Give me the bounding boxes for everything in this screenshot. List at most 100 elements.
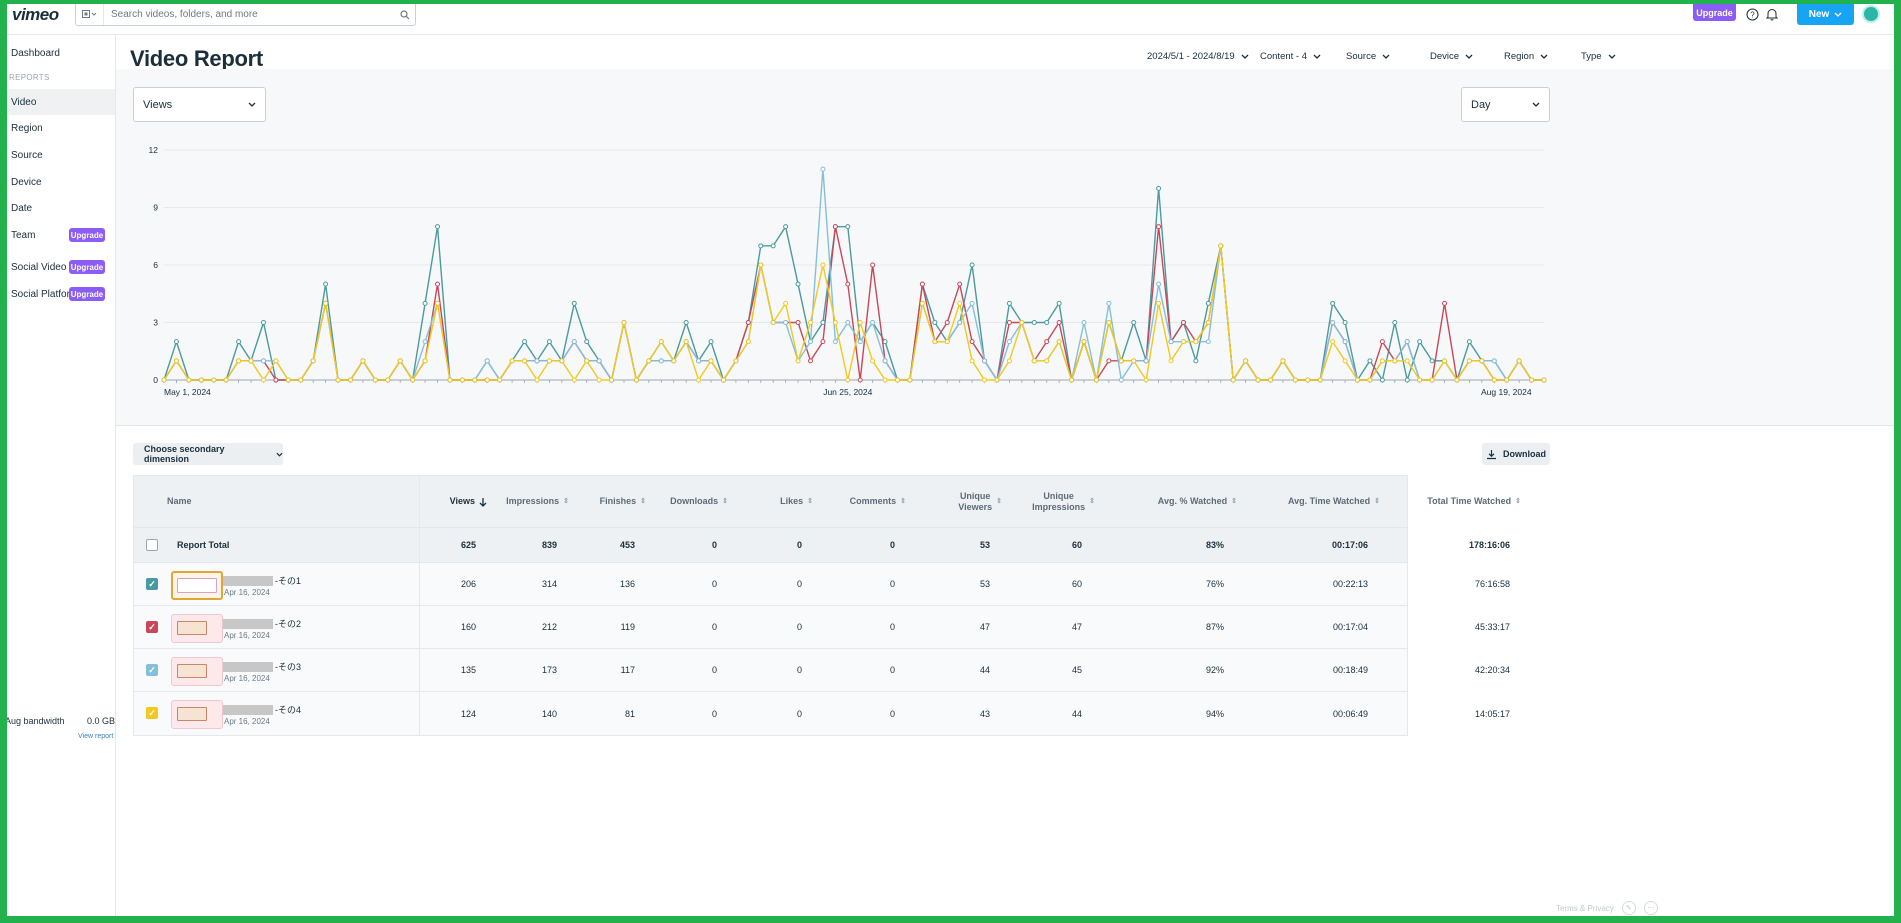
series-4-point[interactable]	[571, 377, 577, 383]
series-2-point[interactable]	[845, 281, 851, 287]
series-4-point[interactable]	[820, 262, 826, 268]
series-2-point[interactable]	[957, 281, 963, 287]
series-1-point[interactable]	[260, 320, 266, 325]
series-4-point[interactable]	[1044, 358, 1050, 364]
series-4-point[interactable]	[621, 320, 627, 325]
new-button[interactable]: New	[1797, 4, 1854, 25]
series-4-point[interactable]	[1255, 377, 1261, 383]
series-1-point[interactable]	[683, 320, 689, 325]
series-1-point[interactable]	[783, 224, 789, 230]
table-row[interactable]: ✓ -その3 Apr 16, 2024 135 173 117 0 0 0 44 45 92% 00:1…	[134, 649, 1510, 692]
series-4-point[interactable]	[1317, 377, 1323, 383]
series-4-point[interactable]	[1218, 243, 1224, 249]
series-3-point[interactable]	[422, 339, 428, 345]
series-1-point[interactable]	[932, 320, 938, 325]
series-4-point[interactable]	[248, 358, 254, 364]
series-4-point[interactable]	[708, 358, 714, 364]
upgrade-badge[interactable]: Upgrade	[69, 260, 105, 274]
series-2-point[interactable]	[1156, 224, 1162, 230]
col-header-unique-impressions[interactable]: Unique Impressions ⇕	[1002, 476, 1095, 527]
series-1-point[interactable]	[845, 224, 851, 230]
upgrade-badge[interactable]: Upgrade	[69, 228, 105, 242]
filter-device[interactable]: Device	[1430, 51, 1473, 62]
series-2-point[interactable]	[1106, 358, 1112, 364]
vimeo-logo[interactable]: vimeo	[12, 5, 59, 24]
series-4-point[interactable]	[658, 339, 664, 345]
series-4-point[interactable]	[1367, 377, 1373, 383]
avatar[interactable]	[1862, 5, 1880, 23]
series-3-point[interactable]	[534, 358, 540, 364]
series-1-point[interactable]	[173, 339, 179, 345]
series-4-point[interactable]	[1193, 339, 1199, 345]
series-1-point[interactable]	[1044, 320, 1050, 325]
view-report-link[interactable]: View report	[78, 733, 114, 740]
series-2-point[interactable]	[807, 358, 813, 364]
series-4-point[interactable]	[1131, 358, 1137, 364]
series-1-point[interactable]	[708, 339, 714, 345]
series-1-point[interactable]	[584, 339, 590, 345]
series-4-point[interactable]	[1118, 358, 1124, 364]
series-4-point[interactable]	[745, 339, 751, 345]
series-4-point[interactable]	[1230, 377, 1236, 383]
series-4-point[interactable]	[260, 377, 266, 383]
series-2-point[interactable]	[273, 377, 279, 383]
series-3-point[interactable]	[260, 358, 266, 364]
series-4-point[interactable]	[696, 377, 702, 383]
series-4-point[interactable]	[982, 377, 988, 383]
col-header-impressions[interactable]: Impressions ⇕	[487, 476, 569, 527]
series-4-point[interactable]	[1392, 358, 1398, 364]
series-4-point[interactable]	[285, 377, 291, 383]
series-4-point[interactable]	[273, 358, 279, 364]
series-1-point[interactable]	[1056, 300, 1062, 306]
series-1-point[interactable]	[1392, 320, 1398, 325]
series-4-point[interactable]	[1355, 377, 1361, 383]
col-header-avg-time-watched[interactable]: Avg. Time Watched ⇕	[1237, 476, 1380, 527]
series-4-point[interactable]	[1019, 320, 1025, 325]
series-3-point[interactable]	[820, 166, 826, 172]
series-4-point[interactable]	[919, 300, 925, 306]
series-4-point[interactable]	[783, 300, 789, 306]
row-checkbox[interactable]: ✓	[146, 707, 158, 719]
series-4-point[interactable]	[546, 358, 552, 364]
series-1-point[interactable]	[795, 281, 801, 287]
col-header-likes[interactable]: Likes ⇕	[728, 476, 813, 527]
series-3-point[interactable]	[1491, 358, 1497, 364]
series-4-point[interactable]	[609, 377, 615, 383]
series-4-point[interactable]	[671, 358, 677, 364]
series-4-point[interactable]	[534, 377, 540, 383]
series-4-point[interactable]	[1491, 377, 1497, 383]
sidebar-item-video[interactable]: Video	[7, 89, 115, 115]
series-4-point[interactable]	[459, 377, 465, 383]
series-4-point[interactable]	[957, 300, 963, 306]
video-thumbnail[interactable]	[171, 614, 223, 643]
series-4-point[interactable]	[1342, 358, 1348, 364]
terms-link[interactable]: Terms & Privacy	[1556, 903, 1614, 913]
series-4-point[interactable]	[161, 377, 167, 383]
col-header-avg-pct-watched[interactable]: Avg. % Watched ⇕	[1095, 476, 1237, 527]
series-3-point[interactable]	[658, 358, 664, 364]
series-4-point[interactable]	[298, 377, 304, 383]
series-3-point[interactable]	[1106, 300, 1112, 306]
secondary-dimension-select[interactable]: Choose secondary dimension	[133, 443, 283, 465]
series-4-point[interactable]	[1330, 339, 1336, 345]
series-1-point[interactable]	[969, 262, 975, 268]
series-4-point[interactable]	[807, 320, 813, 325]
series-4-point[interactable]	[497, 377, 503, 383]
series-4-point[interactable]	[1143, 377, 1149, 383]
sidebar-item-region[interactable]: Region	[7, 115, 115, 141]
series-2-point[interactable]	[919, 281, 925, 287]
series-2-point[interactable]	[435, 281, 441, 287]
series-3-point[interactable]	[882, 358, 888, 364]
more-icon[interactable]: ⋯	[1643, 901, 1658, 915]
series-1-point[interactable]	[1330, 300, 1336, 306]
series-3-point[interactable]	[807, 339, 813, 345]
sidebar-item-device[interactable]: Device	[7, 169, 115, 195]
series-4-point[interactable]	[323, 300, 329, 306]
series-2-point[interactable]	[1006, 320, 1012, 325]
series-2-point[interactable]	[1379, 339, 1385, 345]
series-4-point[interactable]	[397, 358, 403, 364]
series-1-point[interactable]	[1342, 320, 1348, 325]
series-3-point[interactable]	[1156, 281, 1162, 287]
series-4-point[interactable]	[1479, 358, 1485, 364]
series-1-point[interactable]	[546, 339, 552, 345]
